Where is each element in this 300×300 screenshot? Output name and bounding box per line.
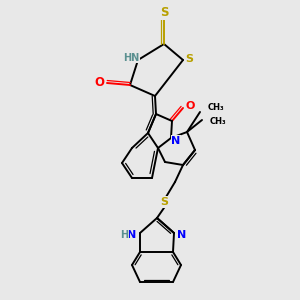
Text: S: S bbox=[160, 197, 168, 207]
Text: N: N bbox=[177, 230, 187, 240]
Text: O: O bbox=[185, 101, 195, 111]
Text: N: N bbox=[171, 136, 181, 146]
Text: S: S bbox=[160, 7, 168, 20]
Text: HN: HN bbox=[123, 53, 139, 63]
Text: O: O bbox=[94, 76, 104, 89]
Text: CH₃: CH₃ bbox=[208, 103, 225, 112]
Text: N: N bbox=[128, 230, 136, 240]
Text: CH₃: CH₃ bbox=[210, 118, 226, 127]
Text: S: S bbox=[185, 54, 193, 64]
Text: H: H bbox=[120, 230, 128, 240]
